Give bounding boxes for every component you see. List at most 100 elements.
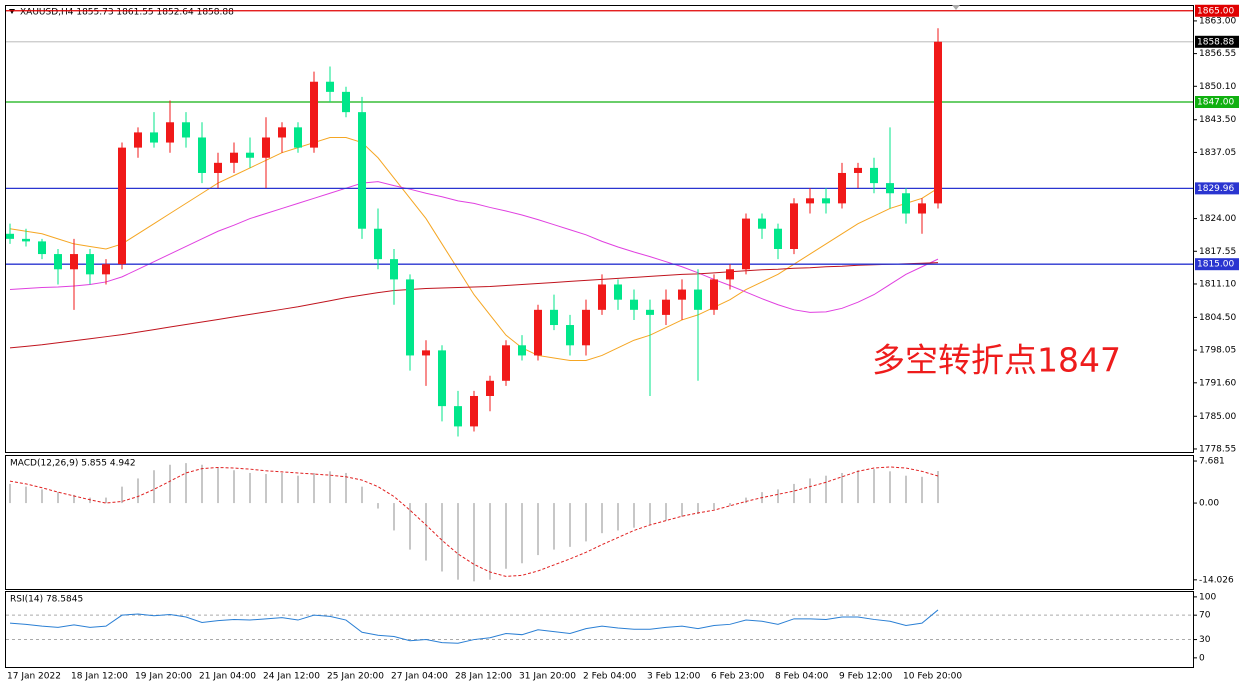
candle-body xyxy=(534,309,542,356)
candle-body xyxy=(502,345,510,381)
candle-body xyxy=(646,309,654,315)
candle-body xyxy=(566,325,574,346)
x-tick-label: 10 Feb 20:00 xyxy=(903,672,962,682)
x-tick-label: 31 Jan 20:00 xyxy=(519,672,576,682)
candle-body xyxy=(838,172,846,204)
y-tick-label: 1798.05 xyxy=(1199,346,1236,356)
y-tick-label: 30 xyxy=(1199,635,1211,645)
candle-body xyxy=(694,289,702,310)
y-tick-label: 7.681 xyxy=(1199,457,1225,467)
y-tick-label: 0.00 xyxy=(1199,499,1219,509)
candle-body xyxy=(790,203,798,249)
candle-body xyxy=(902,193,910,214)
y-tick-label: 1863.00 xyxy=(1199,16,1236,26)
level-box xyxy=(1195,35,1239,48)
chart-title: XAUUSD,H4 1855.73 1861.55 1852.64 1858.8… xyxy=(20,8,234,18)
y-tick-label: 70 xyxy=(1199,611,1211,621)
y-tick-label: 1785.00 xyxy=(1199,412,1236,422)
candle-body xyxy=(582,309,590,346)
candle-body xyxy=(870,167,878,184)
candle-body xyxy=(454,406,462,427)
candle-body xyxy=(518,345,526,356)
line xyxy=(9,262,939,349)
candle-body xyxy=(726,269,734,280)
y-tick-label: 1824.00 xyxy=(1199,214,1236,224)
candle-body xyxy=(742,218,750,270)
candle-body xyxy=(758,218,766,229)
y-tick-label: 1811.10 xyxy=(1199,279,1236,289)
y-tick-label: 1850.10 xyxy=(1199,82,1236,92)
y-tick-label: 100 xyxy=(1199,592,1216,602)
line xyxy=(9,181,939,313)
candle-body xyxy=(406,279,414,356)
level-box xyxy=(1195,4,1239,17)
candle-body xyxy=(662,299,670,315)
x-tick-label: 27 Jan 04:00 xyxy=(391,672,448,682)
y-tick-label: 1778.55 xyxy=(1199,444,1236,454)
candle-body xyxy=(278,127,286,138)
y-tick-label: 1817.55 xyxy=(1199,247,1236,257)
y-tick-label: 1837.05 xyxy=(1199,148,1236,158)
x-tick-label: 3 Feb 12:00 xyxy=(647,672,701,682)
candle-body xyxy=(438,350,446,407)
candle-body xyxy=(774,228,782,249)
candle-body xyxy=(86,254,94,275)
candle-body xyxy=(6,233,14,239)
annotation: 多空转折点1847 xyxy=(872,341,1121,380)
level-label: 1858.88 xyxy=(1197,37,1234,47)
candle-body xyxy=(598,284,606,310)
candle-body xyxy=(822,198,830,204)
y-tick-label: 0 xyxy=(1199,653,1205,663)
line xyxy=(9,136,939,362)
candle-body xyxy=(246,152,254,158)
x-tick-label: 6 Feb 23:00 xyxy=(711,672,765,682)
candle-body xyxy=(710,279,718,310)
x-tick-label: 28 Jan 12:00 xyxy=(455,672,512,682)
candle-body xyxy=(70,254,78,270)
x-tick-label: 24 Jan 12:00 xyxy=(263,672,320,682)
candle-body xyxy=(614,284,622,300)
price-panel xyxy=(5,5,1194,453)
x-tick-label: 9 Feb 12:00 xyxy=(839,672,893,682)
candle-body xyxy=(374,228,382,260)
rsi-panel xyxy=(5,591,1194,668)
x-tick-label: 2 Feb 04:00 xyxy=(583,672,637,682)
level-label: 1815.00 xyxy=(1197,260,1234,270)
level-box xyxy=(1195,258,1239,271)
level-box xyxy=(1195,96,1239,109)
candle-body xyxy=(470,395,478,427)
x-tick-label: 18 Jan 12:00 xyxy=(71,672,128,682)
line xyxy=(9,609,939,644)
level-label: 1829.96 xyxy=(1197,184,1234,194)
y-tick-label: 1804.50 xyxy=(1199,313,1236,323)
x-tick-label: 25 Jan 20:00 xyxy=(327,672,384,682)
level-label: 1847.00 xyxy=(1197,98,1234,108)
y-tick-label: 1791.60 xyxy=(1199,378,1236,388)
y-tick-label: -14.026 xyxy=(1199,575,1234,585)
candle-body xyxy=(342,91,350,113)
candle-body xyxy=(390,259,398,280)
candle-body xyxy=(854,167,862,173)
candle-body xyxy=(198,137,206,173)
shift-marker xyxy=(952,5,960,10)
candle-body xyxy=(934,41,942,204)
x-tick-label: 8 Feb 04:00 xyxy=(775,672,829,682)
candle-body xyxy=(310,81,318,148)
level-box xyxy=(1195,182,1239,195)
candle-body xyxy=(630,299,638,310)
candle-body xyxy=(214,162,222,173)
candle-body xyxy=(118,147,126,265)
y-tick-label: 1843.50 xyxy=(1199,115,1236,125)
candle-body xyxy=(166,122,174,143)
candle-body xyxy=(294,127,302,148)
candle-body xyxy=(886,183,894,194)
x-tick-label: 21 Jan 04:00 xyxy=(199,672,256,682)
rsi-title: RSI(14) 78.5845 xyxy=(10,595,83,605)
candle-body xyxy=(38,241,46,255)
x-tick-label: 19 Jan 20:00 xyxy=(135,672,192,682)
candle-body xyxy=(678,289,686,300)
line xyxy=(9,466,939,577)
candle-body xyxy=(182,122,190,138)
